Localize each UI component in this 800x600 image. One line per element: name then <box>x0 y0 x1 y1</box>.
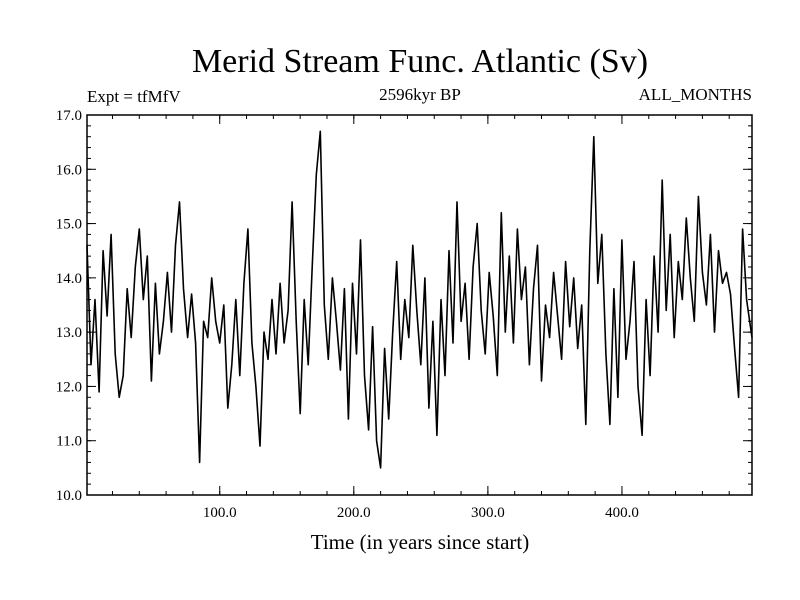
chart-title: Merid Stream Func. Atlantic (Sv) <box>192 43 648 80</box>
y-tick-label: 16.0 <box>56 162 82 178</box>
x-tick-label: 300.0 <box>471 505 505 521</box>
y-tick-label: 13.0 <box>56 325 82 341</box>
x-tick-labels: 100.0 200.0 300.0 400.0 <box>203 505 639 521</box>
x-tick-label: 200.0 <box>337 505 371 521</box>
y-tick-label: 14.0 <box>56 271 82 287</box>
y-tick-labels: 10.0 11.0 12.0 13.0 14.0 15.0 16.0 17.0 <box>56 108 82 504</box>
y-tick-label: 17.0 <box>56 108 82 124</box>
y-tick-label: 15.0 <box>56 217 82 233</box>
experiment-label: Expt = tfMfV <box>87 87 181 106</box>
y-tick-label: 12.0 <box>56 379 82 395</box>
months-label: ALL_MONTHS <box>639 85 752 104</box>
x-axis-label: Time (in years since start) <box>311 530 530 554</box>
age-label: 2596kyr BP <box>379 85 461 104</box>
y-tick-label: 11.0 <box>56 434 82 450</box>
plot-frame <box>86 114 753 496</box>
x-tick-label: 400.0 <box>605 505 639 521</box>
series-line <box>86 130 753 469</box>
y-tick-label: 10.0 <box>56 488 82 504</box>
x-tick-label: 100.0 <box>203 505 237 521</box>
